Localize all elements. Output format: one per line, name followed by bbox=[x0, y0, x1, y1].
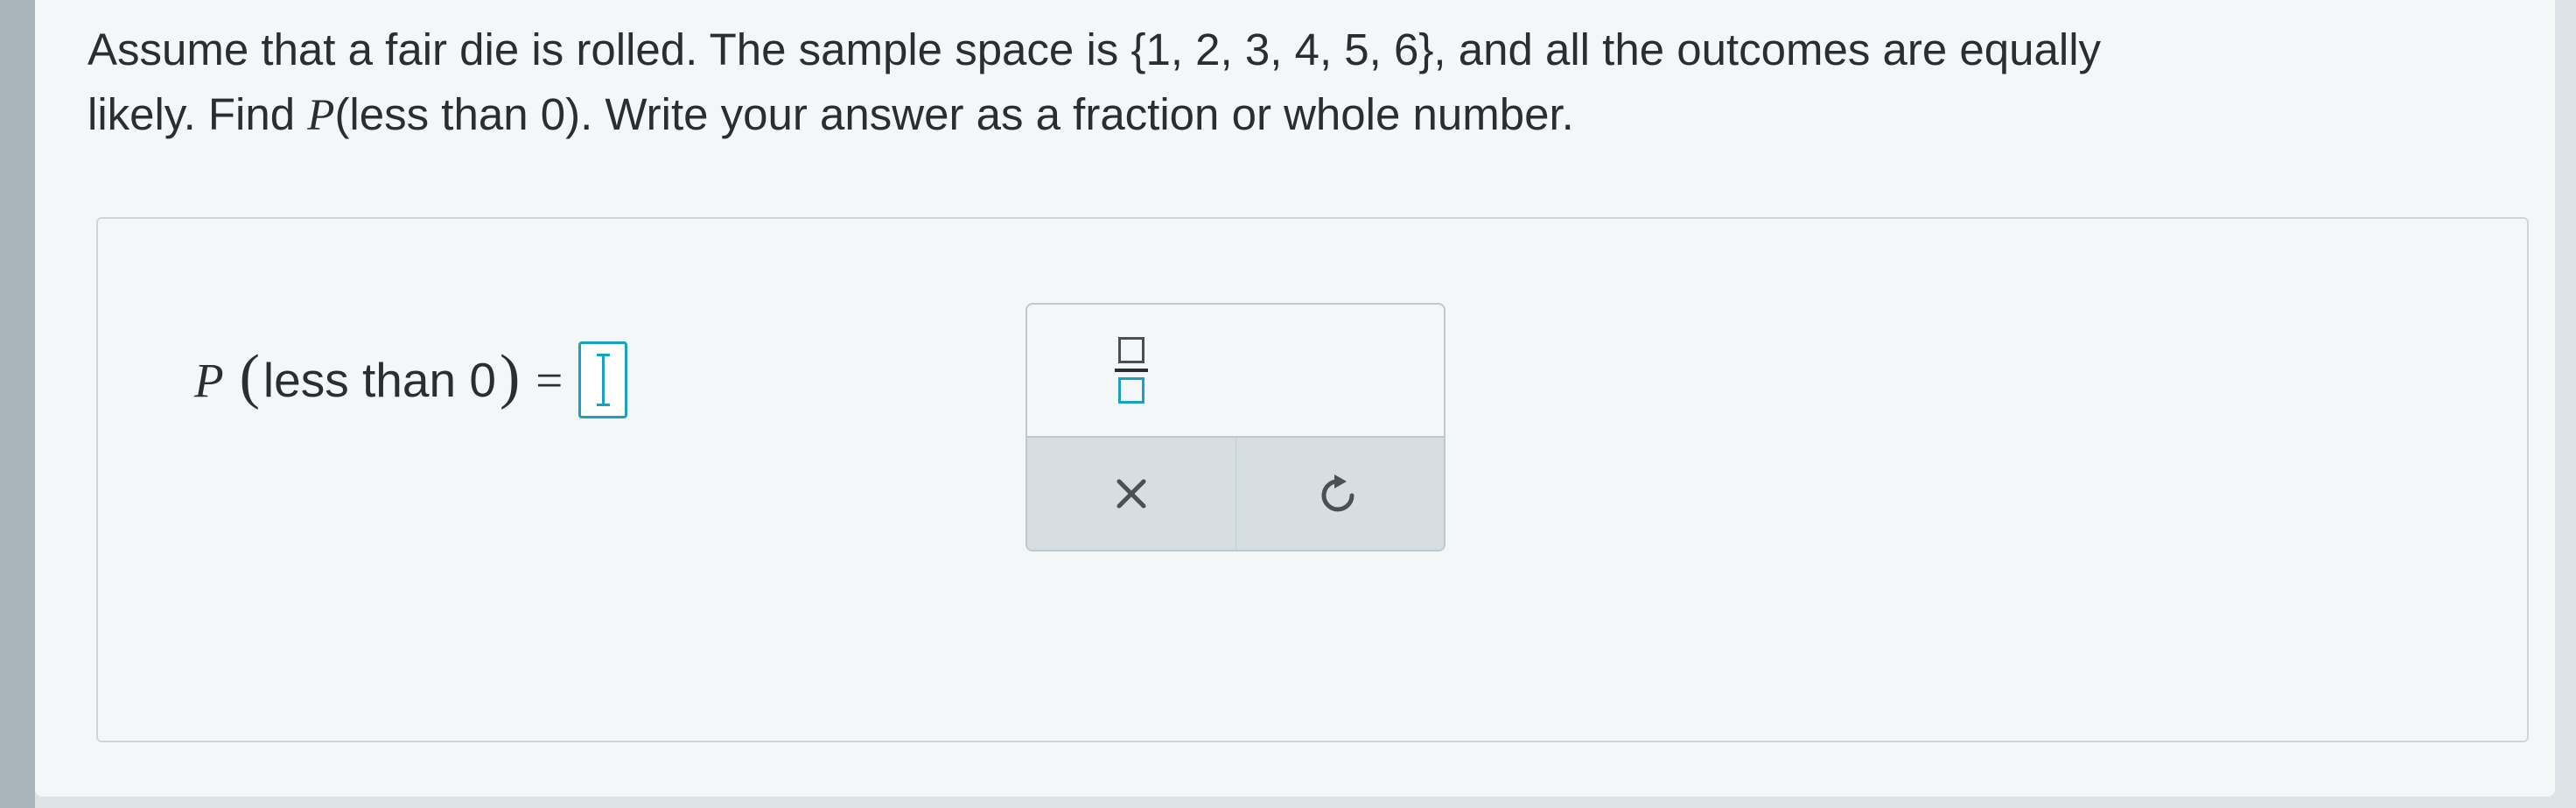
question-line-2-prefix: likely. Find bbox=[88, 89, 307, 139]
fraction-numerator-box bbox=[1118, 337, 1144, 363]
toolbox-bottom-row bbox=[1027, 436, 1444, 550]
toolbox-top-row bbox=[1027, 305, 1444, 436]
toolbox-spacer bbox=[1236, 305, 1444, 436]
question-text: Assume that a fair die is rolled. The sa… bbox=[88, 18, 2502, 149]
equals-sign: = bbox=[536, 353, 563, 408]
open-paren: ( bbox=[240, 342, 260, 412]
probability-equation: P ( less than 0 ) = bbox=[194, 341, 627, 418]
fraction-icon bbox=[1115, 337, 1148, 404]
question-var-P: P bbox=[307, 91, 334, 140]
clear-button[interactable] bbox=[1027, 438, 1236, 550]
equation-P: P bbox=[194, 353, 224, 408]
question-line-1: Assume that a fair die is rolled. The sa… bbox=[88, 25, 2101, 74]
question-page: Assume that a fair die is rolled. The sa… bbox=[35, 0, 2555, 797]
close-paren: ) bbox=[500, 342, 520, 412]
fraction-tool-button[interactable] bbox=[1027, 305, 1236, 436]
event-text: less than 0 bbox=[263, 352, 496, 408]
answer-area: P ( less than 0 ) = bbox=[96, 217, 2529, 742]
undo-button[interactable] bbox=[1236, 438, 1445, 550]
close-icon bbox=[1112, 474, 1151, 513]
left-margin-strip bbox=[0, 0, 35, 808]
question-line-2-remainder: (less than 0). Write your answer as a fr… bbox=[334, 89, 1573, 139]
math-toolbox bbox=[1026, 303, 1446, 552]
fraction-bar bbox=[1115, 369, 1148, 372]
text-caret bbox=[602, 355, 605, 405]
undo-icon bbox=[1317, 471, 1362, 516]
fraction-denominator-box bbox=[1118, 377, 1144, 404]
answer-input[interactable] bbox=[578, 341, 627, 418]
